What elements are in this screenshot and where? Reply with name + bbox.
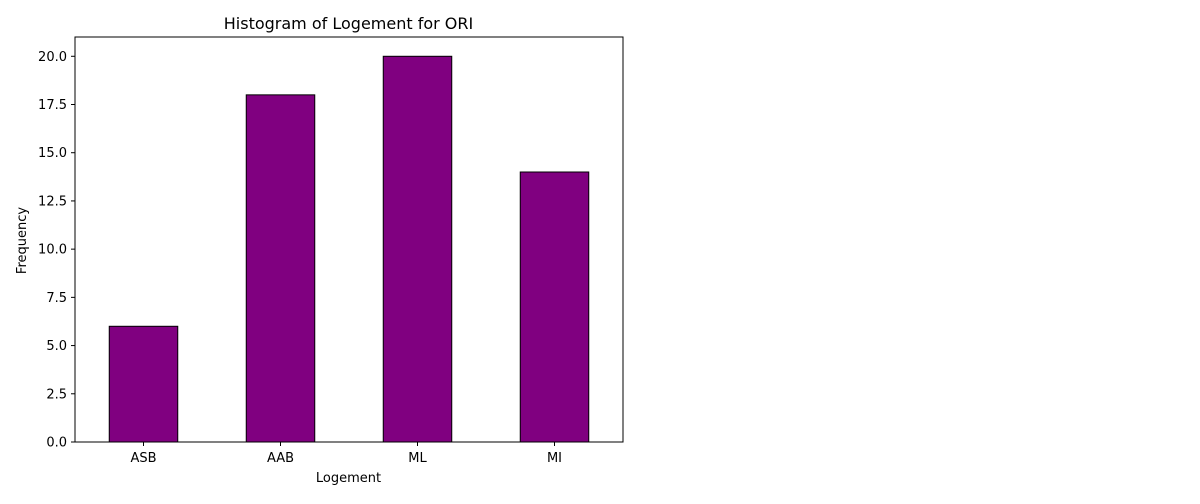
y-tick-label: 2.5 [46,387,67,402]
y-tick-label: 15.0 [38,146,67,161]
y-axis-label: Frequency [15,207,30,274]
x-tick-label: AAB [267,451,294,466]
bar-ml [382,55,453,443]
y-tick-label: 0.0 [46,436,67,451]
y-tick-label: 12.5 [38,194,67,209]
y-tick-label: 17.5 [38,98,67,113]
bar-asb [108,325,179,443]
y-tick-label: 10.0 [38,243,67,258]
x-axis-label: Logement [316,471,381,486]
bar-aab [245,94,316,443]
axes-frame [74,36,624,443]
x-tick-label: ML [408,451,427,466]
chart-title: Histogram of Logement for ORI [224,14,473,33]
plot-area: ASB AAB ML MI 0.0 2.5 5.0 7.5 10.0 12.5 15.0 17.5 20… [38,36,624,466]
x-tick-label: ASB [130,451,156,466]
bar-mi [519,171,590,443]
x-tick-label: MI [547,451,562,466]
y-tick-label: 20.0 [38,50,67,65]
y-tick-label: 5.0 [46,339,67,354]
y-tick-label: 7.5 [46,291,67,306]
